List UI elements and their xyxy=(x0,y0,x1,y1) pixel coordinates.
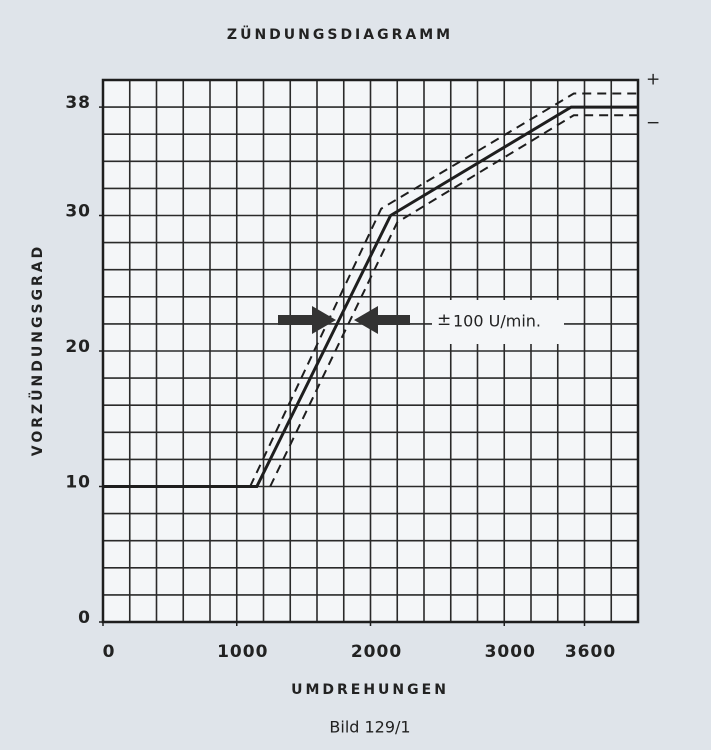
y-tick-label: 0 xyxy=(78,608,91,628)
annotation-box xyxy=(432,300,564,344)
caption: Bild 129/1 xyxy=(329,718,410,737)
series-label: + xyxy=(646,70,660,90)
series-line xyxy=(103,105,638,488)
y-tick-label: 20 xyxy=(65,337,91,357)
y-tick-label: 10 xyxy=(65,473,91,493)
arrows xyxy=(278,306,410,334)
y-tick-label: 30 xyxy=(65,202,91,222)
x-axis-label: UMDREHUNGEN xyxy=(291,682,449,698)
x-tick-label: 0 xyxy=(103,642,116,662)
plot-area: 0 1000 2000 3000 3600 0 10 20 30 38 + − xyxy=(65,70,660,662)
y-tick-label: 38 xyxy=(65,93,91,113)
series-line xyxy=(249,92,638,487)
chart-title: ZÜNDUNGSDIAGRAMM xyxy=(227,25,453,43)
series-label: − xyxy=(646,113,660,133)
x-tick-label: 3600 xyxy=(565,642,616,662)
annotation-text: 100 U/min. xyxy=(453,312,541,331)
y-axis-label: VORZÜNDUNGSGRAD xyxy=(28,244,46,457)
x-tick-label: 2000 xyxy=(351,642,402,662)
x-tick-label: 1000 xyxy=(217,642,268,662)
x-tick-label: 3000 xyxy=(485,642,536,662)
series-line xyxy=(269,114,638,487)
annotation-sign: ± xyxy=(437,310,451,330)
